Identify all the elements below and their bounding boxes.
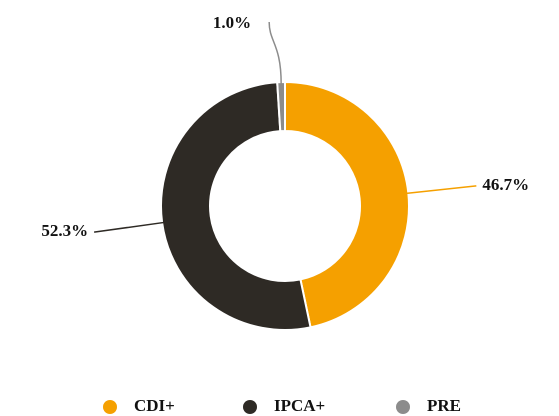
legend-label: PRE [427,396,461,415]
legend-marker [243,400,257,414]
data-label: 46.7% [482,175,529,194]
legend-marker [396,400,410,414]
data-label: 52.3% [41,221,88,240]
leader-line [406,185,477,195]
donut-slice [284,80,410,329]
legend-label: IPCA+ [274,396,325,415]
data-label: 1.0% [213,13,251,32]
legend-label: CDI+ [134,396,175,415]
donut-slice [276,80,286,133]
donut-slice [160,81,312,331]
leader-line [268,22,282,85]
leader-line [94,221,165,233]
legend-marker [103,400,117,414]
